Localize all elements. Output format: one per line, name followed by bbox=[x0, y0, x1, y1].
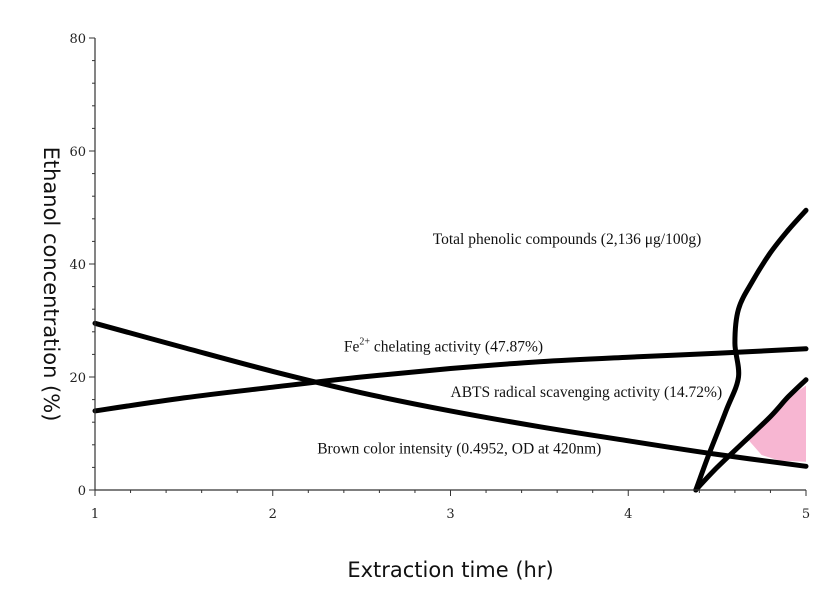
plot-area bbox=[92, 207, 809, 493]
y-tick-label: 60 bbox=[69, 145, 86, 160]
series-line-3 bbox=[693, 377, 809, 493]
annotations: Total phenolic compounds (2,136 μg/100g)… bbox=[317, 231, 722, 457]
x-tick-label: 1 bbox=[91, 507, 99, 522]
series-line-1 bbox=[693, 207, 809, 493]
y-tick-label: 0 bbox=[78, 484, 86, 499]
optimal-region bbox=[749, 385, 806, 462]
axes: 0 20 40 60 80 1 2 3 4 5 bbox=[69, 32, 810, 522]
x-tick-label: 4 bbox=[624, 507, 632, 522]
x-tick-label: 3 bbox=[446, 507, 454, 522]
y-tick-label: 80 bbox=[69, 32, 86, 47]
y-axis-title: Ethanol concentration (%) bbox=[39, 147, 63, 422]
series-line-2 bbox=[92, 346, 809, 414]
x-axis-title: Extraction time (hr) bbox=[347, 558, 553, 582]
annotation-3: ABTS radical scavenging activity (14.72%… bbox=[451, 384, 723, 401]
y-tick-label: 20 bbox=[69, 371, 86, 386]
x-tick-label: 2 bbox=[269, 507, 277, 522]
annotation-4: Brown color intensity (0.4952, OD at 420… bbox=[317, 440, 601, 457]
annotation-2: Fe2+ chelating activity (47.87%) bbox=[344, 337, 543, 356]
x-tick-label: 5 bbox=[802, 507, 810, 522]
annotation-1: Total phenolic compounds (2,136 μg/100g) bbox=[433, 231, 702, 248]
y-tick-label: 40 bbox=[69, 258, 86, 273]
series-line-4 bbox=[92, 320, 809, 469]
